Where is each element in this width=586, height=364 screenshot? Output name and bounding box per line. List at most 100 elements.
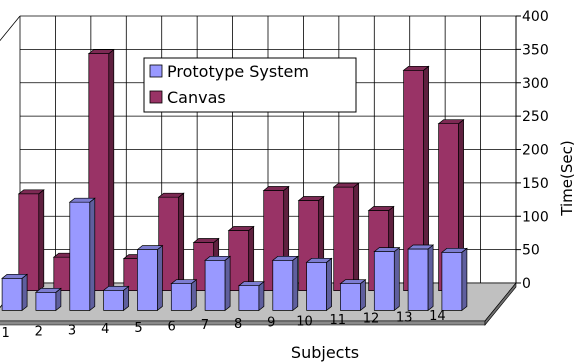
chart-floor-edge [484, 282, 517, 326]
bar-prototype-system-5-front [137, 249, 158, 311]
bar-prototype-system-1-front [1, 277, 23, 311]
bar-prototype-system-3 [68, 197, 96, 312]
x-tick-label: 11 [330, 313, 347, 328]
bar-canvas-5-top [157, 192, 185, 198]
legend-label-prototype-system: Prototype System [167, 62, 309, 81]
y-tick-label: 400 [522, 9, 549, 25]
x-tick-label: 1 [1, 326, 9, 341]
bar-canvas-1-top [17, 189, 45, 195]
bar-prototype-system-12-front [373, 251, 395, 311]
bar-prototype-system-12-top [373, 247, 401, 252]
bar-prototype-system-9-side [292, 255, 299, 312]
bar-canvas-5-side [178, 192, 185, 292]
bar-prototype-system-10-side [326, 257, 332, 312]
y-tick-label: 50 [522, 243, 540, 259]
bar-prototype-system-5-top [136, 245, 164, 250]
y-axis: 0 50 100 150 200 250 300 350 400 [515, 9, 549, 292]
legend-swatch-canvas [149, 90, 163, 104]
bar-canvas-10-top [332, 182, 360, 188]
x-axis-title: Subjects [291, 343, 359, 362]
y-tick-label: 150 [522, 176, 549, 192]
bar-canvas-12 [402, 65, 430, 292]
bar-prototype-system-7 [204, 255, 232, 312]
bar-prototype-system-13-side [427, 244, 434, 312]
x-tick-label: 6 [168, 320, 176, 335]
bar-prototype-system-10-top [305, 257, 333, 263]
bar-canvas-8-top [262, 186, 290, 191]
x-tick-label: 14 [429, 309, 446, 324]
bar-prototype-system-8-front [238, 285, 260, 311]
bar-prototype-system-6-front [170, 283, 192, 311]
bar-prototype-system-3-top [68, 197, 96, 203]
bar-canvas-1-side [38, 189, 45, 292]
bar-prototype-system-9 [271, 255, 299, 312]
bar-prototype-system-2 [34, 287, 62, 312]
bar-prototype-system-3-side [89, 197, 96, 312]
bar-canvas-11-top [367, 206, 395, 211]
bar-prototype-system-11-front [340, 283, 361, 311]
bar-prototype-system-3-front [69, 201, 91, 311]
bar-prototype-system-1-side [21, 273, 28, 312]
bar-prototype-system-7-side [224, 255, 231, 312]
side-wall-edge [0, 15, 21, 42]
bar-canvas-3-top [87, 49, 115, 54]
bar-canvas-10-front [333, 186, 355, 291]
bar-canvas-3-side [108, 48, 115, 292]
bar-prototype-system-7-top [204, 255, 232, 261]
bar-prototype-system-12-side [393, 246, 400, 312]
y-tick-label: 300 [522, 76, 549, 92]
bar-prototype-system-14 [440, 247, 468, 312]
bar-prototype-system-6-top [170, 279, 198, 285]
bar-prototype-system-10-front [306, 261, 327, 311]
bar-canvas-7-side [248, 225, 255, 292]
x-tick-label: 4 [101, 322, 109, 337]
bar-prototype-system-9-front [272, 259, 294, 311]
y-tick-label: 0 [522, 276, 531, 292]
bar-prototype-system-1-top [1, 273, 29, 279]
bar-canvas-6-top [192, 238, 220, 243]
y-tick-label: 250 [522, 109, 549, 125]
legend-swatch-prototype-system [149, 64, 163, 78]
y-axis-title: Time(Sec) [558, 140, 576, 216]
bar-prototype-system-9-top [271, 255, 299, 261]
bar-prototype-system-2-top [34, 287, 62, 293]
y-tick-label: 100 [522, 209, 549, 225]
y-tick-label: 350 [522, 42, 549, 58]
bar-prototype-system-4-top [102, 285, 130, 291]
x-tick-label: 13 [396, 310, 413, 325]
bar-prototype-system-6-side [190, 278, 197, 312]
x-tick-label: 9 [267, 316, 275, 331]
bar-prototype-system-5 [136, 244, 164, 312]
x-axis: 1 2 3 4 5 6 7 8 9 10 11 12 13 14 [1, 309, 445, 341]
bar-prototype-system-13-front [407, 248, 429, 311]
x-tick-label: 3 [68, 323, 76, 338]
y-tick-label: 200 [522, 143, 549, 159]
bar-prototype-system-14-side [461, 247, 468, 312]
x-tick-label: 2 [35, 325, 43, 340]
bar-canvas-12-top [402, 65, 430, 71]
bar-prototype-system-8 [237, 280, 265, 312]
bar-prototype-system-12 [373, 246, 401, 312]
bar-prototype-system-8-side [258, 280, 265, 312]
bar-prototype-system-8-top [237, 281, 265, 287]
bar-canvas-5 [157, 192, 185, 292]
bar-prototype-system-4-front [103, 289, 124, 311]
x-tick-label: 10 [296, 314, 313, 329]
bar-canvas-9-top [297, 196, 325, 201]
legend-box [143, 57, 357, 113]
bar-prototype-system-13 [407, 244, 435, 312]
bar-canvas-7 [227, 225, 255, 292]
bar-prototype-system-5-side [157, 244, 163, 312]
bar-canvas-13-top [437, 119, 465, 125]
bar-canvas-1 [17, 189, 45, 292]
x-tick-label: 12 [363, 312, 380, 327]
x-tick-label: 8 [234, 317, 242, 332]
legend-label-canvas: Canvas [167, 88, 226, 107]
bar-prototype-system-13-top [407, 244, 435, 250]
bar-prototype-system-11 [339, 278, 367, 312]
x-tick-label: 5 [134, 321, 142, 336]
bar-prototype-system-4 [102, 285, 130, 312]
bar-prototype-system-11-top [339, 279, 367, 285]
